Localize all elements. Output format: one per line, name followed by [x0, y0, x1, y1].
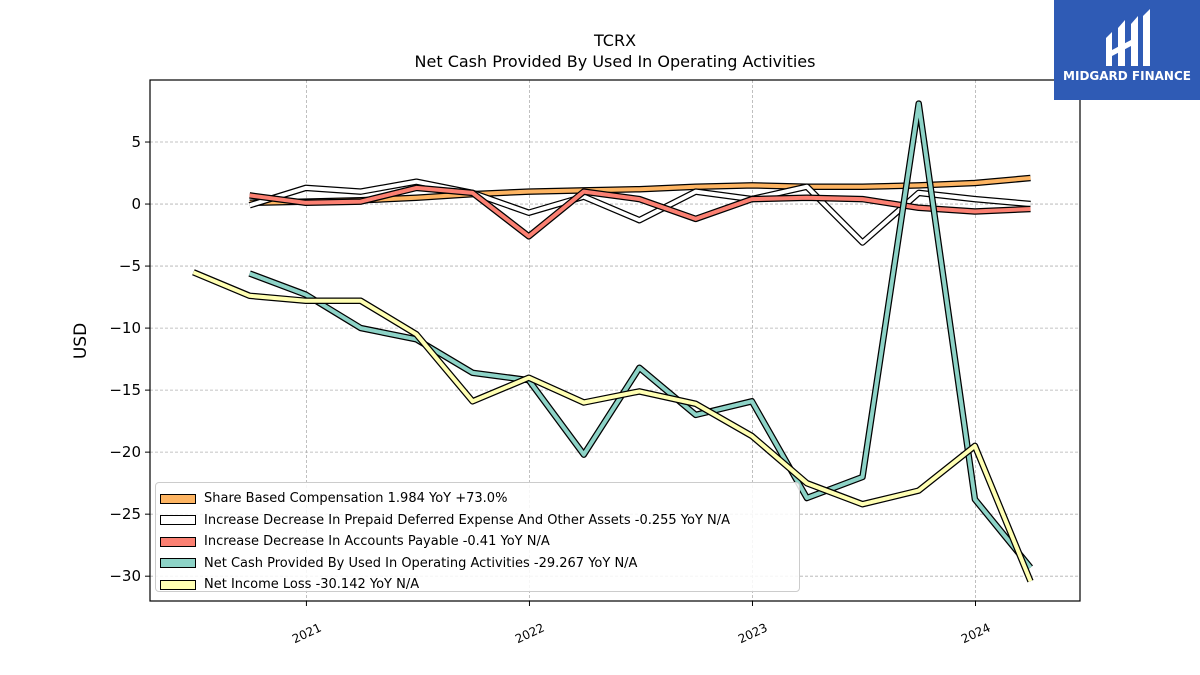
plot-frame: [149, 79, 1081, 602]
legend-swatch-2: [160, 536, 196, 547]
legend: Share Based Compensation 1.984 YoY +73.0…: [155, 482, 800, 592]
x-tick-label: 2021: [290, 621, 324, 647]
y-tick-label: −5: [119, 257, 141, 275]
y-axis-label: USD: [71, 323, 91, 359]
chart-subtitle: Net Cash Provided By Used In Operating A…: [414, 52, 816, 71]
legend-label: Net Income Loss -30.142 YoY N/A: [204, 577, 420, 593]
y-tick-label: −25: [109, 505, 141, 523]
x-tick-label: 2023: [736, 621, 770, 647]
legend-label: Net Cash Provided By Used In Operating A…: [204, 555, 638, 571]
y-tick-label: 0: [131, 195, 141, 213]
legend-swatch-3: [160, 558, 196, 569]
legend-swatch-4: [160, 579, 196, 590]
y-tick-label: 5: [131, 133, 141, 151]
x-tick-label: 2024: [959, 621, 993, 647]
series-layer: [192, 100, 1034, 583]
y-tick-label: −15: [109, 381, 141, 399]
series-line-3: [248, 101, 1033, 569]
brand-name: MIDGARD FINANCE: [1063, 69, 1191, 83]
series-line-4: [192, 270, 1033, 582]
axes: 5 0 −5 −10 −15 −20 −25 −30 2021 2022 2023 2024: [109, 133, 992, 646]
y-tick-label: −30: [109, 567, 141, 585]
series-line-2: [249, 185, 1031, 239]
legend-item: Increase Decrease In Prepaid Deferred Ex…: [160, 510, 795, 532]
brand-logo: MIDGARD FINANCE: [1054, 0, 1200, 100]
legend-swatch-0: [160, 493, 196, 504]
chart-title: TCRX: [593, 31, 637, 50]
legend-swatch-1: [160, 515, 196, 526]
legend-item: Increase Decrease In Accounts Payable -0…: [160, 531, 795, 553]
x-tick-label: 2022: [513, 621, 547, 647]
legend-label: Increase Decrease In Accounts Payable -0…: [204, 534, 550, 550]
legend-item: Share Based Compensation 1.984 YoY +73.0…: [160, 488, 795, 510]
legend-label: Share Based Compensation 1.984 YoY +73.0…: [204, 491, 508, 507]
y-tick-label: −10: [109, 319, 141, 337]
legend-label: Increase Decrease In Prepaid Deferred Ex…: [204, 512, 731, 528]
midgard-logo-icon: [1106, 9, 1150, 66]
y-tick-label: −20: [109, 443, 141, 461]
legend-item: Net Income Loss -30.142 YoY N/A: [160, 574, 795, 596]
legend-item: Net Cash Provided By Used In Operating A…: [160, 553, 795, 575]
